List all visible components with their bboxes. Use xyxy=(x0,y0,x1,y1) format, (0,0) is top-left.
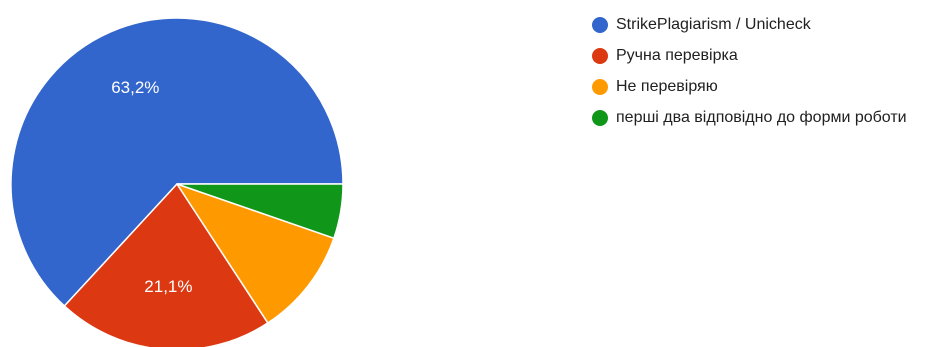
legend-swatch-3 xyxy=(592,79,608,95)
pie-slice-1 xyxy=(10,17,344,307)
legend-item-2: Ручна перевірка xyxy=(592,45,942,67)
pie-chart: 63,2% 21,1% xyxy=(10,17,344,347)
pie-chart-svg: 63,2% 21,1% xyxy=(10,17,344,347)
legend-label-1: StrikePlagiarism / Unicheck xyxy=(616,16,811,33)
pie-slice-3 xyxy=(176,183,335,324)
legend-swatch-1 xyxy=(592,17,608,33)
legend-item-1: StrikePlagiarism / Unicheck xyxy=(592,14,942,36)
pie-slices xyxy=(10,17,344,347)
pie-slice-label-1: 63,2% xyxy=(111,78,159,97)
legend-label-3: Не перевіряю xyxy=(616,78,718,95)
legend-item-4: перші два відповідно до форми роботи xyxy=(592,107,942,129)
pie-slice-4 xyxy=(176,183,344,239)
legend-label-2: Ручна перевірка xyxy=(616,47,738,64)
legend-item-3: Не перевіряю xyxy=(592,76,942,98)
pie-slice-label-2: 21,1% xyxy=(144,277,192,296)
legend-swatch-2 xyxy=(592,48,608,64)
pie-slice-2 xyxy=(63,183,269,347)
legend-swatch-4 xyxy=(592,110,608,126)
legend: StrikePlagiarism / Unicheck Ручна перевір… xyxy=(592,14,942,138)
legend-label-4: перші два відповідно до форми роботи xyxy=(616,109,907,126)
pie-slice-labels: 63,2% 21,1% xyxy=(111,78,192,296)
